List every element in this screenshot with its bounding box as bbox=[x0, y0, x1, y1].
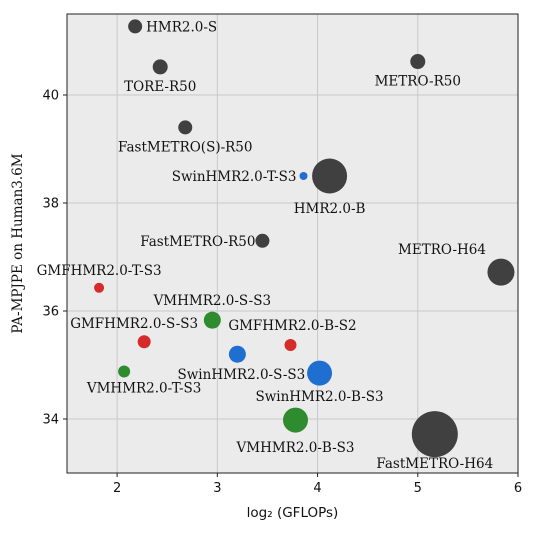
data-point bbox=[94, 282, 105, 293]
x-tick-label: 3 bbox=[213, 481, 221, 496]
data-point bbox=[128, 19, 143, 34]
x-tick-label: 2 bbox=[113, 481, 121, 496]
data-point bbox=[487, 258, 515, 286]
point-labels: HMR2.0-S TORE-R50 METRO-R50 FastMETRO(S)-R5… bbox=[37, 19, 494, 472]
data-points bbox=[94, 19, 515, 458]
data-point bbox=[137, 335, 151, 349]
y-tick-label: 40 bbox=[42, 89, 59, 104]
data-point-label: FastMETRO(S)-R50 bbox=[118, 139, 252, 155]
data-point-label: METRO-H64 bbox=[398, 242, 486, 258]
data-point-label: SwinHMR2.0-S-S3 bbox=[178, 367, 306, 383]
data-point-label: VMHMR2.0-T-S3 bbox=[86, 380, 202, 396]
data-point-label: VMHMR2.0-B-S3 bbox=[236, 440, 355, 456]
data-point bbox=[152, 59, 168, 75]
data-point bbox=[255, 233, 270, 248]
data-point bbox=[284, 339, 297, 352]
data-point bbox=[307, 360, 333, 386]
data-point-label: FastMETRO-H64 bbox=[376, 456, 493, 472]
data-point bbox=[203, 311, 221, 329]
plot-area bbox=[67, 14, 518, 473]
data-point bbox=[411, 411, 458, 458]
data-point bbox=[118, 365, 131, 378]
data-point-label: TORE-R50 bbox=[124, 79, 196, 95]
data-point-label: METRO-R50 bbox=[375, 74, 461, 90]
data-point bbox=[283, 407, 309, 433]
data-point bbox=[410, 54, 426, 70]
data-point bbox=[228, 345, 246, 363]
x-tick-label: 4 bbox=[313, 481, 321, 496]
x-tick-label: 6 bbox=[514, 481, 522, 496]
y-tick-label: 34 bbox=[42, 413, 59, 428]
data-point-label: SwinHMR2.0-B-S3 bbox=[255, 389, 383, 405]
data-point-label: VMHMR2.0-S-S3 bbox=[153, 293, 272, 309]
data-point-label: HMR2.0-B bbox=[294, 201, 366, 217]
data-point-label: HMR2.0-S bbox=[146, 19, 217, 35]
data-point bbox=[299, 172, 308, 180]
data-point-label: SwinHMR2.0-T-S3 bbox=[172, 169, 297, 185]
y-tick-label: 38 bbox=[42, 197, 59, 212]
data-point bbox=[312, 158, 348, 194]
data-point-label: GMFHMR2.0-T-S3 bbox=[37, 263, 162, 279]
data-point-label: GMFHMR2.0-B-S2 bbox=[228, 318, 356, 334]
data-point-label: GMFHMR2.0-S-S3 bbox=[70, 316, 198, 332]
x-axis-title: log₂ (GFLOPs) bbox=[247, 505, 339, 521]
data-point-label: FastMETRO-R50 bbox=[140, 234, 255, 250]
y-axis-title: PA-MPJPE on Human3.6M bbox=[10, 153, 26, 333]
x-axis-ticks: 2 3 4 5 6 bbox=[113, 473, 522, 496]
plot-frame bbox=[66, 13, 519, 474]
y-axis-ticks: 34 36 38 40 bbox=[42, 89, 67, 428]
data-point bbox=[178, 120, 193, 135]
y-tick-label: 36 bbox=[42, 305, 59, 320]
x-tick-label: 5 bbox=[414, 481, 422, 496]
